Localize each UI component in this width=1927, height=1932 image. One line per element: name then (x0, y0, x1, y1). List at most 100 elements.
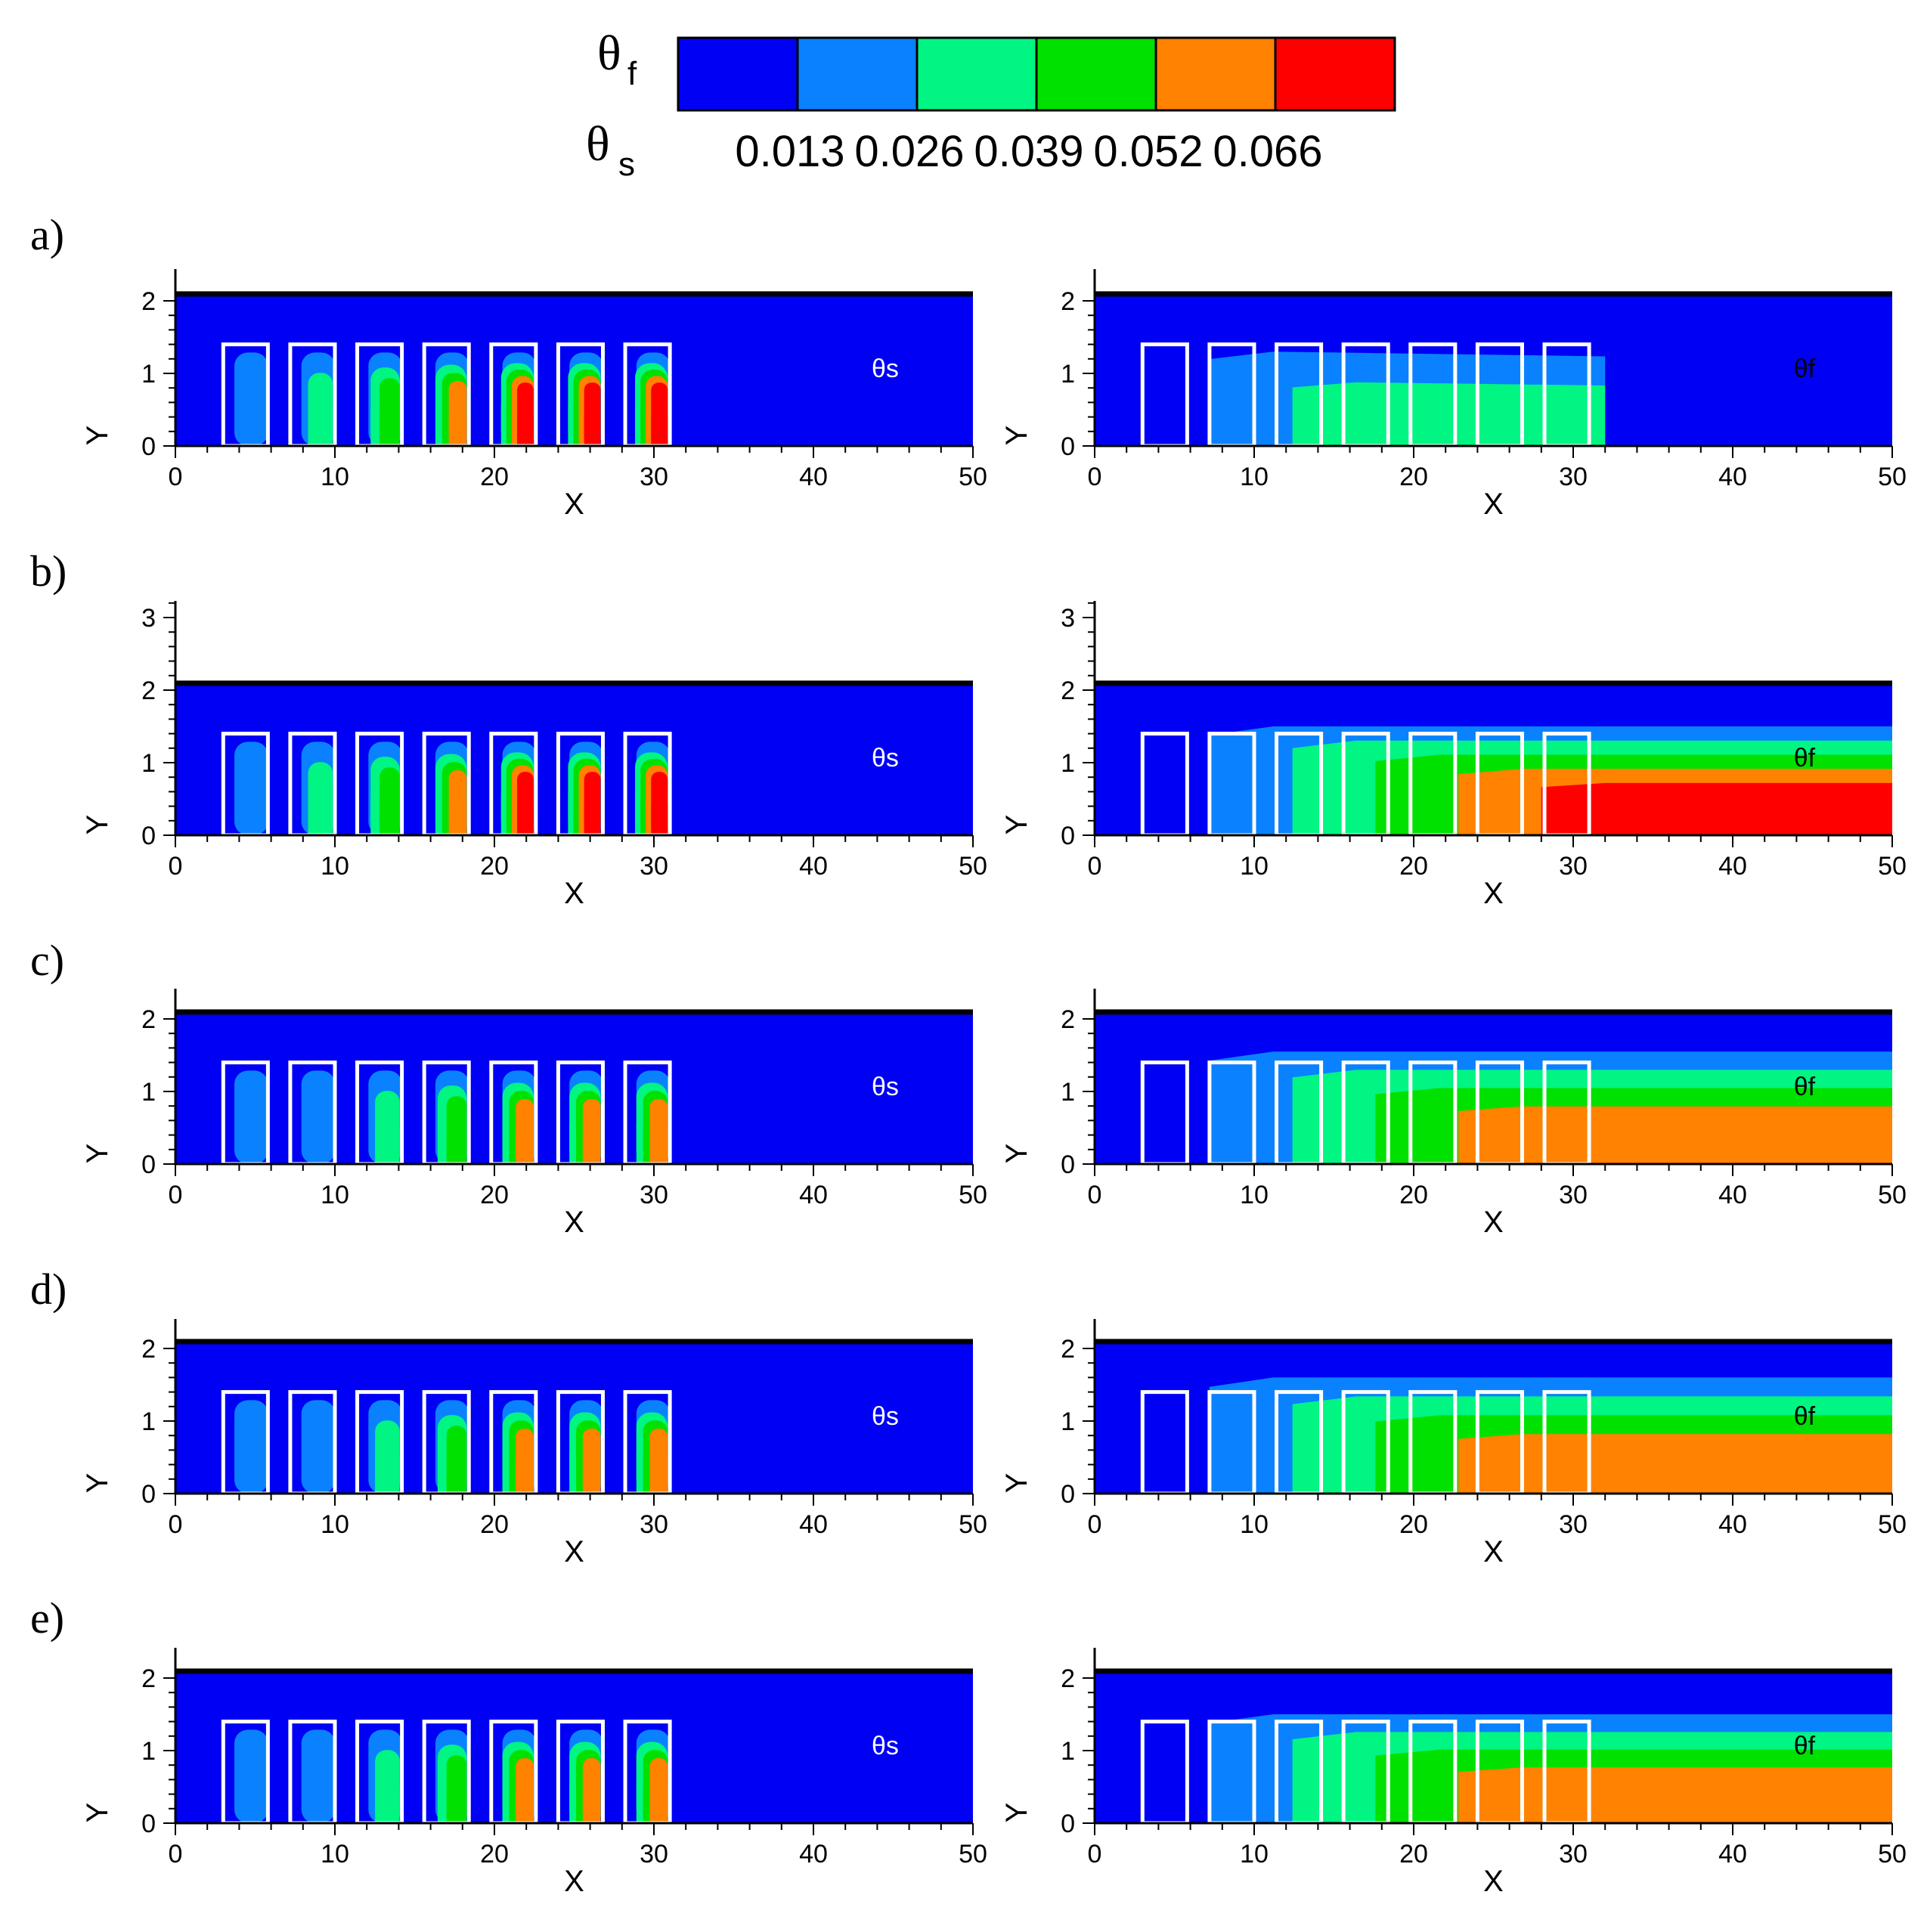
x-tick-label: 10 (321, 1510, 349, 1539)
block-fill (1142, 733, 1188, 835)
x-tick-label: 20 (480, 1181, 509, 1209)
panel-label: e) (30, 1593, 64, 1643)
x-tick-label: 10 (321, 1840, 349, 1869)
theta-s-contour (651, 803, 668, 835)
solid-temperature-plot: 0 10 20 30 40 50 X 0 1 2 Yθs (81, 1648, 987, 1898)
y-tick-label: 0 (141, 432, 156, 461)
theta-s-contour (516, 1460, 534, 1494)
theta-s-contour (448, 413, 467, 446)
y-tick-label: 0 (1061, 432, 1075, 461)
y-tick-label: 1 (141, 749, 156, 778)
y-tick-label: 2 (1061, 677, 1075, 705)
legend-theta-s-subscript: s (618, 146, 635, 183)
theta-s-contour (517, 414, 534, 446)
y-axis-label: Y (81, 815, 114, 835)
y-axis-label: Y (81, 426, 114, 446)
x-tick-label: 40 (799, 852, 828, 881)
x-tick-label: 10 (1240, 1840, 1269, 1869)
x-tick-label: 30 (640, 1840, 668, 1869)
x-tick-label: 50 (1878, 463, 1907, 491)
theta-s-contour (448, 802, 467, 835)
y-axis-label: Y (1000, 1473, 1033, 1494)
legend-swatch (1154, 36, 1277, 112)
theta-s-contour (380, 412, 400, 446)
channel-top-wall (175, 1009, 973, 1015)
theta-s-contour (517, 803, 534, 835)
y-tick-label: 3 (141, 604, 156, 633)
theta-f-contour (1458, 1434, 1892, 1494)
fluid-temperature-plot: 0 10 20 30 40 50 X 0 1 2 Yθf (1000, 989, 1907, 1239)
theta-s-contour (584, 803, 601, 835)
y-tick-label: 2 (1061, 1664, 1075, 1693)
theta-s-contour (234, 742, 268, 835)
x-tick-label: 10 (321, 463, 349, 491)
x-tick-label: 40 (1718, 852, 1747, 881)
x-tick-label: 50 (959, 852, 987, 881)
x-axis-label: X (564, 1535, 584, 1568)
block-fill (1142, 1062, 1188, 1164)
theta-s-contour (516, 1790, 534, 1823)
x-tick-label: 20 (480, 1840, 509, 1869)
panel-label: b) (30, 546, 67, 596)
x-tick-label: 0 (1088, 463, 1102, 491)
panel-row: e) 0 10 20 30 40 50 X 0 1 2 Yθs 0 10 20 30 40 50 X 0 1 2 Yθf (30, 1593, 1907, 1898)
channel-top-wall (175, 680, 973, 686)
panel-row: b) 0 10 20 30 40 50 X 0 1 2 3 Yθs 0 10 20 30 40 50 X 0 1 2 3 Yθf (30, 546, 1907, 910)
theta-s-contour (582, 1790, 601, 1823)
x-tick-label: 20 (1399, 1181, 1428, 1209)
theta-s-contour (584, 414, 601, 446)
theta-s-contour (582, 1460, 601, 1494)
channel-top-wall (175, 1668, 973, 1674)
x-tick-label: 40 (1718, 1510, 1747, 1539)
panel-label: a) (30, 210, 64, 259)
x-tick-label: 50 (959, 1510, 987, 1539)
x-tick-label: 10 (1240, 852, 1269, 881)
field-label: θs (872, 1732, 899, 1760)
y-axis-label: Y (1000, 1144, 1033, 1164)
x-tick-label: 0 (1088, 1510, 1102, 1539)
x-tick-label: 40 (1718, 463, 1747, 491)
legend-swatch (677, 36, 799, 112)
y-tick-label: 1 (1061, 1078, 1075, 1107)
y-axis-label: Y (81, 1803, 114, 1823)
y-axis-label: Y (1000, 426, 1033, 446)
x-tick-label: 20 (480, 1510, 509, 1539)
legend-theta-f-symbol: θ (597, 26, 621, 81)
x-tick-label: 30 (640, 463, 668, 491)
x-tick-label: 40 (799, 463, 828, 491)
solid-temperature-plot: 0 10 20 30 40 50 X 0 1 2 Yθs (81, 269, 987, 521)
x-tick-label: 10 (1240, 463, 1269, 491)
theta-s-contour (234, 1729, 268, 1823)
legend-tick-label: 0.066 (1213, 127, 1322, 176)
panel-row: c) 0 10 20 30 40 50 X 0 1 2 Yθs 0 10 20 30 40 50 X 0 1 2 Yθf (30, 936, 1907, 1239)
x-axis-label: X (564, 877, 584, 910)
theta-s-contour (649, 1131, 668, 1164)
x-tick-label: 0 (169, 1840, 183, 1869)
y-tick-label: 2 (141, 1335, 156, 1364)
theta-s-contour (516, 1131, 534, 1164)
field-label: θf (1794, 744, 1816, 772)
x-tick-label: 10 (321, 852, 349, 881)
legend-tick-label: 0.039 (974, 127, 1083, 176)
y-tick-label: 1 (1061, 360, 1075, 389)
x-tick-label: 30 (1559, 1510, 1588, 1539)
panel-row: a) 0 10 20 30 40 50 X 0 1 2 Yθs 0 10 20 30 40 50 X 0 1 2 Yθf (30, 210, 1907, 521)
y-tick-label: 1 (141, 360, 156, 389)
theta-s-contour (375, 1457, 400, 1494)
channel-top-wall (175, 291, 973, 297)
x-tick-label: 20 (1399, 463, 1428, 491)
theta-f-contour (1292, 382, 1606, 446)
field-label: θs (872, 1402, 899, 1431)
x-tick-label: 50 (959, 1840, 987, 1869)
x-tick-label: 30 (640, 852, 668, 881)
x-tick-label: 10 (1240, 1181, 1269, 1209)
y-tick-label: 2 (1061, 287, 1075, 316)
y-tick-label: 0 (1061, 1810, 1075, 1838)
x-tick-label: 50 (959, 1181, 987, 1209)
x-tick-label: 0 (169, 852, 183, 881)
field-label: θf (1794, 1732, 1816, 1760)
x-axis-label: X (1483, 877, 1504, 910)
solid-temperature-plot: 0 10 20 30 40 50 X 0 1 2 Yθs (81, 1319, 987, 1568)
theta-s-contour (301, 1729, 335, 1823)
